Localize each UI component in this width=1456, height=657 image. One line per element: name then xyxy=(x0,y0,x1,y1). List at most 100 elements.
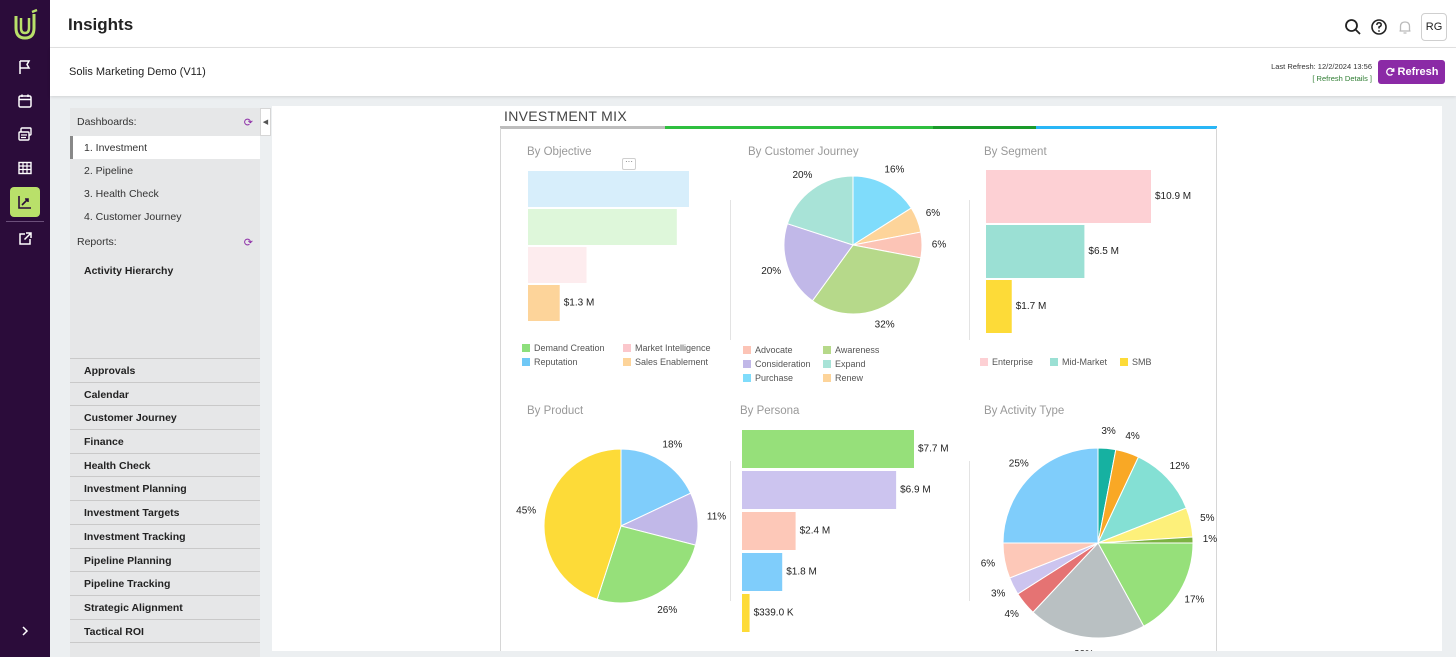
left-rail xyxy=(0,0,50,657)
legend-label: SMB xyxy=(1132,357,1152,367)
legend-swatch xyxy=(743,360,751,368)
product-slice-label: 11% xyxy=(707,512,726,523)
chart-title-by-activity-type: By Activity Type xyxy=(984,405,1065,417)
legend-label: Market Intelligence xyxy=(635,343,711,353)
legend-label: Renew xyxy=(835,373,864,383)
project-name: Solis Marketing Demo (V11) xyxy=(69,66,206,78)
persona-bar-label: $1.8 M xyxy=(786,567,817,578)
app-logo-icon[interactable] xyxy=(10,8,40,42)
legend-swatch xyxy=(980,358,988,366)
legend-swatch xyxy=(522,344,530,352)
legend-swatch xyxy=(743,374,751,382)
activity-type-slice-label: 1% xyxy=(1203,534,1218,545)
legend-label: Demand Creation xyxy=(534,343,605,353)
folder-calendar[interactable]: Calendar xyxy=(70,383,260,407)
customer-journey-slice-label: 32% xyxy=(875,320,895,331)
legend-item[interactable]: Reputation xyxy=(522,357,578,367)
chart-divider xyxy=(730,200,731,340)
reports-label: Reports: xyxy=(77,236,117,248)
dashboard-item-customer-journey[interactable]: 4. Customer Journey xyxy=(84,211,182,223)
legend-item[interactable]: Market Intelligence xyxy=(623,343,711,353)
folder-customer-journey[interactable]: Customer Journey xyxy=(70,406,260,431)
external-link-icon[interactable] xyxy=(10,224,40,254)
legend-item[interactable]: Awareness xyxy=(823,345,879,355)
activity-type-slice xyxy=(1002,447,1099,544)
customer-journey-slice-label: 20% xyxy=(792,170,812,181)
customer-journey-slice-label: 16% xyxy=(884,164,904,175)
product-slice xyxy=(596,525,697,604)
reports-list: Activity Hierarchy xyxy=(70,256,260,359)
user-avatar[interactable]: RG xyxy=(1421,13,1447,41)
flag-icon[interactable] xyxy=(10,52,40,82)
dashboard-item-pipeline[interactable]: 2. Pipeline xyxy=(84,165,134,177)
collapse-sidebar-button[interactable]: ◀ xyxy=(260,108,271,136)
report-item-activity-hierarchy[interactable]: Activity Hierarchy xyxy=(84,265,174,277)
reports-header: Reports: ⟳ xyxy=(70,228,260,256)
legend-swatch xyxy=(1120,358,1128,366)
legend-item[interactable]: Demand Creation xyxy=(522,343,605,353)
product-slice xyxy=(543,448,622,600)
chart-title-by-product: By Product xyxy=(527,405,584,417)
legend-label: Purchase xyxy=(755,373,794,383)
expand-rail-chevron-icon[interactable] xyxy=(10,616,40,646)
legend-swatch xyxy=(1050,358,1058,366)
activity-type-slice xyxy=(1097,542,1194,627)
table-icon[interactable] xyxy=(10,153,40,183)
legend-item[interactable]: Renew xyxy=(823,373,863,383)
dashboards-header: Dashboards: ⟳ xyxy=(70,108,260,136)
bell-icon[interactable] xyxy=(1396,18,1414,36)
dashboard-item-health-check[interactable]: 3. Health Check xyxy=(84,188,159,200)
chart-title-by-segment: By Segment xyxy=(984,146,1047,158)
dashboard-item-investment[interactable]: 1. Investment xyxy=(70,136,260,159)
segment-bar-label: $6.5 M xyxy=(1088,246,1119,257)
legend-item[interactable]: Consideration xyxy=(743,359,811,369)
folder-approvals[interactable]: Approvals xyxy=(70,359,260,383)
customer-journey-slice-label: 20% xyxy=(761,266,781,277)
legend-label: Expand xyxy=(835,359,866,369)
folder-finance[interactable]: Finance xyxy=(70,430,260,454)
segment-bar-label: $10.9 M xyxy=(1155,191,1191,202)
product-slice-label: 26% xyxy=(657,605,677,616)
customer-journey-slice xyxy=(786,175,854,246)
calendar-icon[interactable] xyxy=(10,86,40,116)
persona-bar-label: $339.0 K xyxy=(754,608,794,619)
more-options-icon[interactable]: ··· xyxy=(622,158,636,170)
activity-type-slice xyxy=(1097,456,1187,544)
folder-strategic-alignment[interactable]: Strategic Alignment xyxy=(70,596,260,620)
folder-health-check[interactable]: Health Check xyxy=(70,454,260,478)
legend-item[interactable]: Enterprise xyxy=(980,357,1033,367)
legend-item[interactable]: Mid-Market xyxy=(1050,357,1107,367)
legend-item[interactable]: Sales Enablement xyxy=(623,357,708,367)
folder-pipeline-planning[interactable]: Pipeline Planning xyxy=(70,549,260,573)
help-icon[interactable] xyxy=(1370,18,1388,36)
legend-label: Advocate xyxy=(755,345,793,355)
folder-investment-targets[interactable]: Investment Targets xyxy=(70,501,260,525)
legend-item[interactable]: Purchase xyxy=(743,373,793,383)
search-icon[interactable] xyxy=(1344,18,1362,36)
activity-type-slice-label: 25% xyxy=(1009,458,1029,469)
refresh-button[interactable]: Refresh xyxy=(1378,60,1445,84)
refresh-icon xyxy=(1385,67,1394,76)
activity-type-slice-label: 17% xyxy=(1184,595,1204,606)
refresh-details-link[interactable]: [ Refresh Details ] xyxy=(1312,74,1372,83)
sync-dashboards-icon[interactable]: ⟳ xyxy=(243,117,253,129)
folder-investment-tracking[interactable]: Investment Tracking xyxy=(70,525,260,549)
segment-bar-label: $1.7 M xyxy=(1016,301,1047,312)
refresh-button-label: Refresh xyxy=(1397,66,1439,78)
activity-type-slice-label: 6% xyxy=(981,559,996,570)
charts-svg: $1.3 M $10.9 M $6.5 M $1.7 M $7.7 M $6.9 M $2.… xyxy=(516,164,1218,651)
stack-icon[interactable] xyxy=(10,119,40,149)
legend-item[interactable]: SMB xyxy=(1120,357,1152,367)
legend-item[interactable]: Advocate xyxy=(743,345,793,355)
activity-type-slice-label: 4% xyxy=(1004,609,1019,620)
investment-mix-panel xyxy=(500,128,1217,651)
folder-investment-planning[interactable]: Investment Planning xyxy=(70,477,260,502)
folder-tactical-roi[interactable]: Tactical ROI xyxy=(70,620,260,644)
chart-title-by-persona: By Persona xyxy=(740,405,800,417)
persona-bar-label: $7.7 M xyxy=(918,444,949,455)
legend-item[interactable]: Expand xyxy=(823,359,866,369)
dashboard-title: INVESTMENT MIX xyxy=(504,108,627,124)
insights-chart-icon[interactable] xyxy=(10,187,40,217)
sync-reports-icon[interactable]: ⟳ xyxy=(243,237,253,249)
folder-pipeline-tracking[interactable]: Pipeline Tracking xyxy=(70,572,260,596)
